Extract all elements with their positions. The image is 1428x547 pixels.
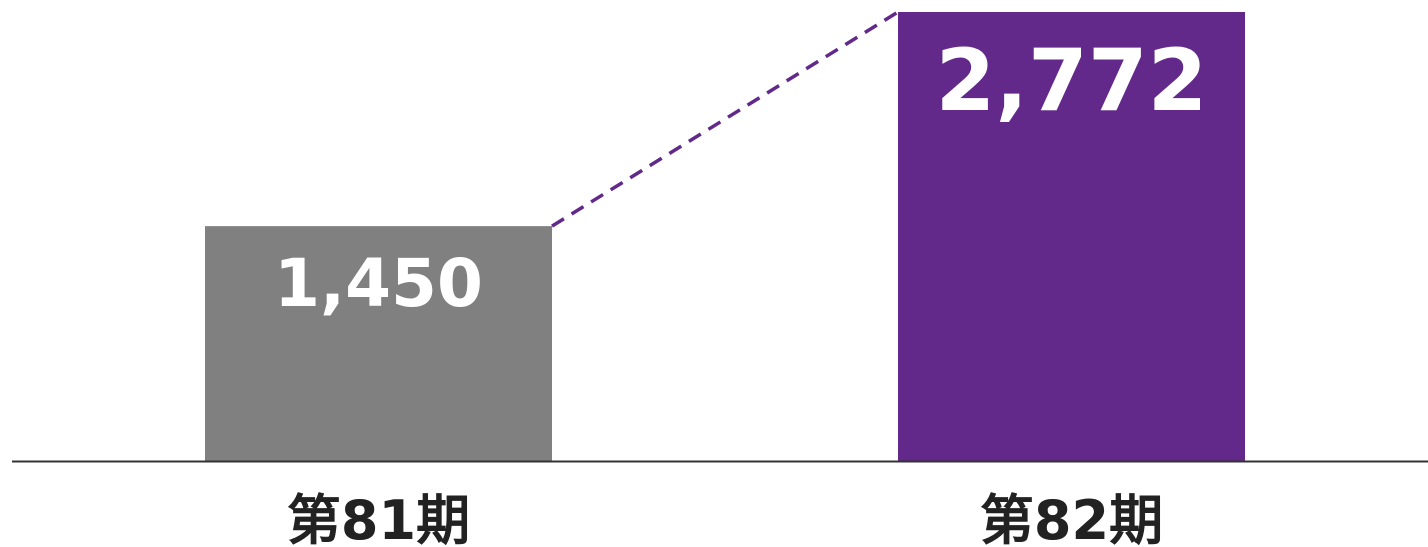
category-label-period-82: 第82期 <box>980 489 1163 547</box>
bar-value-label-period-82: 2,772 <box>935 31 1207 131</box>
trend-connector-line <box>551 10 899 228</box>
category-label-period-81: 第81期 <box>287 489 470 547</box>
bar-period-82 <box>898 12 1245 461</box>
bar-value-label-period-81: 1,450 <box>274 245 483 322</box>
bar-period-81 <box>205 226 552 461</box>
